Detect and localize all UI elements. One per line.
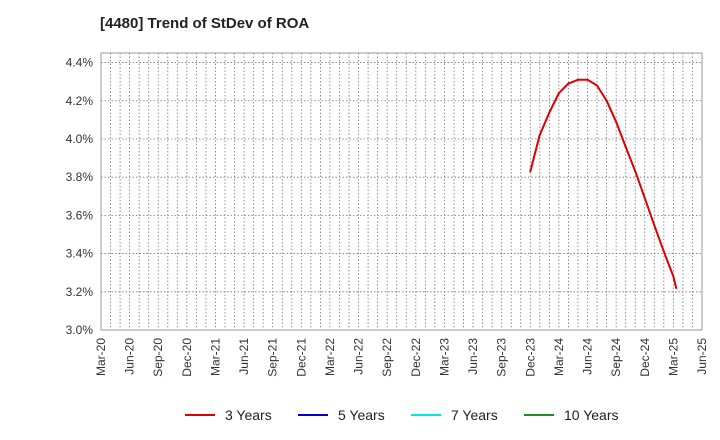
y-axis-ticks: 3.0% 3.2% 3.4% 3.6% 3.8% 4.0% 4.2% 4.4% — [66, 56, 94, 337]
x-tick-label: Sep-20 — [151, 338, 165, 377]
x-tick-label: Sep-23 — [495, 338, 509, 377]
plot-background — [101, 53, 702, 330]
x-tick-label: Jun-20 — [123, 338, 137, 375]
data-point — [634, 170, 637, 173]
x-tick-label: Dec-23 — [523, 338, 537, 377]
x-axis-ticks: Mar-20 Jun-20 Sep-20 Dec-20 Mar-21 Jun-21 Sep-… — [94, 338, 709, 377]
legend-item: 5 Years — [298, 405, 385, 425]
y-tick-label: 4.2% — [66, 94, 94, 108]
x-tick-label: Mar-24 — [552, 338, 566, 376]
grid-lines — [101, 53, 702, 330]
x-tick-label: Dec-22 — [409, 338, 423, 377]
data-point — [557, 92, 560, 95]
x-tick-label: Mar-21 — [208, 338, 222, 376]
data-point — [675, 287, 678, 289]
x-tick-label: Jun-23 — [466, 338, 480, 375]
legend-item: 3 Years — [185, 405, 272, 425]
plot-frame — [100, 52, 703, 331]
x-tick-label: Dec-21 — [294, 338, 308, 377]
data-point — [605, 99, 608, 102]
x-tick-label: Jun-24 — [581, 338, 595, 375]
data-point — [615, 120, 618, 123]
legend-label: 7 Years — [451, 407, 498, 423]
x-tick-label: Mar-25 — [666, 338, 680, 376]
data-point — [672, 275, 675, 278]
legend-swatch — [298, 414, 328, 416]
y-tick-label: 3.2% — [66, 285, 94, 299]
data-point — [653, 223, 656, 226]
y-tick-label: 3.0% — [66, 323, 94, 337]
x-tick-label: Jun-25 — [695, 338, 709, 375]
y-tick-label: 3.4% — [66, 247, 94, 261]
data-point — [548, 111, 551, 114]
y-tick-label: 3.6% — [66, 208, 94, 222]
data-point — [624, 145, 627, 148]
legend-label: 10 Years — [564, 407, 619, 423]
x-tick-label: Dec-24 — [638, 338, 652, 377]
x-tick-label: Mar-22 — [323, 338, 337, 376]
data-point — [567, 82, 570, 85]
x-tick-label: Sep-21 — [266, 338, 280, 377]
data-point — [529, 170, 532, 173]
x-tick-label: Jun-21 — [237, 338, 251, 375]
data-point — [662, 250, 665, 253]
series-lines — [529, 78, 678, 289]
legend-swatch — [524, 414, 554, 416]
legend-swatch — [185, 414, 215, 416]
chart-title: [4480] Trend of StDev of ROA — [100, 15, 310, 32]
y-tick-label: 3.8% — [66, 170, 94, 184]
x-tick-label: Sep-22 — [380, 338, 394, 377]
y-tick-label: 4.0% — [66, 132, 94, 146]
legend-swatch — [411, 414, 441, 416]
legend: 3 Years 5 Years 7 Years 10 Years — [0, 405, 720, 425]
data-point — [577, 78, 580, 81]
x-tick-label: Dec-20 — [180, 338, 194, 377]
legend-label: 5 Years — [338, 407, 385, 423]
data-point — [538, 134, 541, 137]
legend-item: 7 Years — [411, 405, 498, 425]
legend-label: 3 Years — [225, 407, 272, 423]
x-tick-label: Jun-22 — [352, 338, 366, 375]
x-tick-label: Mar-23 — [437, 338, 451, 376]
data-point — [586, 78, 589, 81]
legend-item: 10 Years — [524, 405, 619, 425]
x-tick-label: Sep-24 — [609, 338, 623, 377]
x-tick-label: Mar-20 — [94, 338, 108, 376]
y-tick-label: 4.4% — [66, 56, 94, 70]
data-point — [643, 197, 646, 200]
data-point — [596, 84, 598, 87]
